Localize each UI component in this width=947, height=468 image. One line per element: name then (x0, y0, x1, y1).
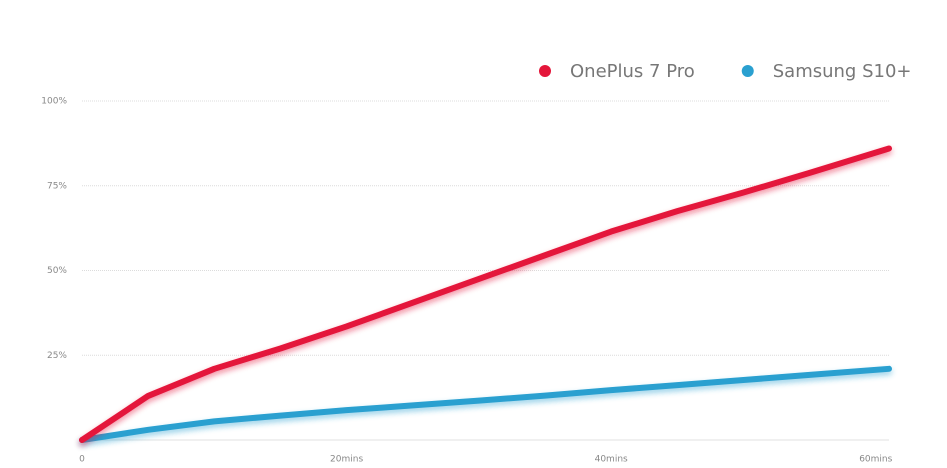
series-line (79, 145, 892, 443)
legend-marker (741, 65, 754, 77)
legend-label: OnePlus 7 Pro (570, 61, 695, 82)
x-tick-label: 40mins (595, 455, 628, 465)
y-tick-label: 25% (47, 351, 67, 361)
x-tick-label: 20mins (330, 455, 363, 465)
y-tick-label: 50% (47, 266, 67, 276)
x-tick-label: 60mins (859, 455, 892, 465)
y-tick-label: 100% (41, 97, 67, 107)
x-tick-label: 0 (79, 455, 85, 465)
y-tick-label: 75% (47, 181, 67, 191)
legend-label: Samsung S10+ (773, 61, 912, 82)
series-line (79, 365, 892, 443)
legend-marker (539, 65, 551, 77)
